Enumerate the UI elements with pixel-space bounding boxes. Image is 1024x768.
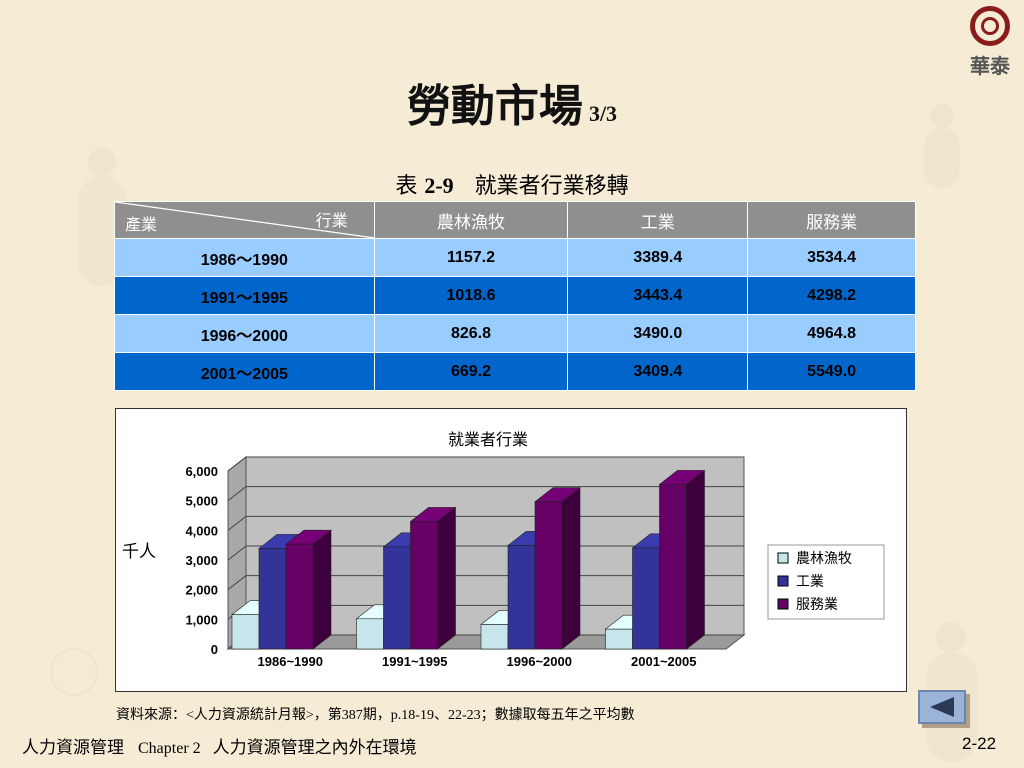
- table-cell-period: 1996～2000: [114, 314, 375, 353]
- background-figure: [924, 128, 960, 188]
- publisher-logo: 華泰: [964, 6, 1016, 79]
- table-header-cell: 農林漁牧: [373, 201, 569, 239]
- chart-y-tick-label: 6,000: [185, 464, 218, 479]
- chart-bar: [659, 484, 687, 650]
- chart-x-tick-label: 1986~1990: [258, 654, 323, 669]
- chart-bar: [383, 546, 411, 650]
- chart-bar-side: [312, 529, 332, 650]
- footer-subtitle: 人力資源管理之內外在環境: [212, 738, 417, 758]
- chart-y-tick-label: 5,000: [185, 494, 218, 509]
- chart-y-tick-label: 4,000: [185, 523, 218, 538]
- chart-bar: [605, 628, 633, 650]
- table-cell: 1018.6: [373, 276, 569, 315]
- chart-legend-label: 服務業: [796, 597, 838, 613]
- chart-bar-side: [561, 487, 581, 650]
- logo-rings-icon: [970, 6, 1010, 46]
- background-figure-head: [50, 648, 98, 696]
- corner-label-row: 產業: [125, 217, 158, 234]
- background-figure-head: [930, 104, 954, 128]
- chart-bar: [632, 547, 660, 650]
- slide-title: 勞動市場 3/3: [0, 70, 1024, 134]
- chart-bar: [410, 521, 438, 650]
- table-row: 2001～2005 669.2 3409.4 5549.0: [114, 352, 916, 391]
- chart-gridline: [227, 486, 744, 502]
- triangle-left-icon: [930, 697, 954, 717]
- table-cell: 4298.2: [747, 276, 916, 315]
- table-header-cell: 工業: [567, 201, 749, 239]
- table-cell-period: 2001～2005: [114, 352, 375, 391]
- employment-chart: 就業者行業千人 0 1,000 2,000 3,000 4,000 5,000 6,000 19…: [115, 408, 907, 692]
- source-note: 資料來源：<人力資源統計月報>，第387期，p.18-19、22-23；數據取每…: [116, 708, 635, 723]
- background-figure-head: [936, 622, 966, 652]
- table-caption-prefix: 表: [395, 174, 418, 199]
- back-button[interactable]: [918, 690, 966, 724]
- chart-y-tick-label: 2,000: [185, 583, 218, 598]
- chart-y-tick-label: 1,000: [185, 612, 218, 627]
- chart-x-tick-label: 2001~2005: [631, 654, 696, 669]
- chart-bar-side: [437, 506, 456, 650]
- employment-table: 產業 行業 農林漁牧 工業 服務業 1986～1990 1157.2 3389.…: [114, 201, 916, 391]
- slide-title-page: 3/3: [588, 101, 618, 126]
- chart-bar: [356, 618, 384, 650]
- table-header-cell: 服務業: [747, 201, 916, 239]
- background-figure-head: [88, 148, 116, 176]
- corner-diagonal-line: [115, 202, 375, 238]
- table-cell: 3534.4: [747, 238, 916, 277]
- table-cell: 1157.2: [373, 238, 569, 277]
- chart-bar: [480, 624, 509, 650]
- page-number: 2-22: [962, 734, 997, 753]
- chart-legend-swatch: [777, 552, 789, 564]
- footer-course: 人力資源管理: [22, 738, 124, 758]
- chart-bar-side: [686, 469, 705, 650]
- chart-legend-swatch: [777, 598, 789, 610]
- table-cell: 3389.4: [567, 238, 749, 277]
- table-cell: 3490.0: [567, 314, 749, 353]
- table-cell: 826.8: [373, 314, 569, 353]
- table-cell: 3443.4: [567, 276, 749, 315]
- slide-footer: 人力資源管理 Chapter 2 人力資源管理之內外在環境: [22, 733, 417, 758]
- table-row: 1991～1995 1018.6 3443.4 4298.2: [114, 276, 916, 315]
- chart-x-tick-label: 1996~2000: [507, 654, 572, 669]
- table-row: 1986～1990 1157.2 3389.4 3534.4: [114, 238, 916, 277]
- chart-legend-label: 農林漁牧: [796, 551, 852, 567]
- table-caption-number: 2-9: [424, 173, 454, 198]
- table-cell: 3409.4: [567, 352, 749, 391]
- corner-label-col: 行業: [315, 213, 348, 230]
- logo-text: 華泰: [970, 54, 1010, 78]
- chart-legend-swatch: [777, 575, 789, 587]
- table-header-row: 產業 行業 農林漁牧 工業 服務業: [114, 201, 916, 239]
- table-corner-cell: 產業 行業: [114, 201, 375, 239]
- table-cell: 5549.0: [747, 352, 916, 391]
- chart-legend-label: 工業: [796, 574, 824, 590]
- chart-bar: [258, 548, 287, 650]
- chart-gridline: [227, 456, 744, 472]
- chart-x-tick-label: 1991~1995: [382, 654, 447, 669]
- table-cell: 669.2: [373, 352, 569, 391]
- chart-bar: [285, 543, 314, 650]
- footer-chapter: Chapter 2: [138, 740, 201, 757]
- table-row: 1996～2000 826.8 3490.0 4964.8: [114, 314, 916, 353]
- chart-y-axis-label: 千人: [122, 542, 156, 562]
- chart-bar: [534, 501, 563, 650]
- chart-y-tick-label: 3,000: [185, 553, 218, 568]
- table-cell-period: 1986～1990: [114, 238, 375, 277]
- table-cell-period: 1991～1995: [114, 276, 375, 315]
- chart-title: 就業者行業: [448, 430, 528, 449]
- table-caption: 表 2-9 就業者行業移轉: [0, 168, 1024, 200]
- chart-bar: [231, 614, 260, 650]
- chart-bar: [507, 545, 536, 650]
- table-cell: 4964.8: [747, 314, 916, 353]
- table-caption-text: 就業者行業移轉: [474, 174, 629, 199]
- slide-title-main: 勞動市場: [406, 81, 583, 132]
- chart-y-tick-label: 0: [211, 642, 218, 657]
